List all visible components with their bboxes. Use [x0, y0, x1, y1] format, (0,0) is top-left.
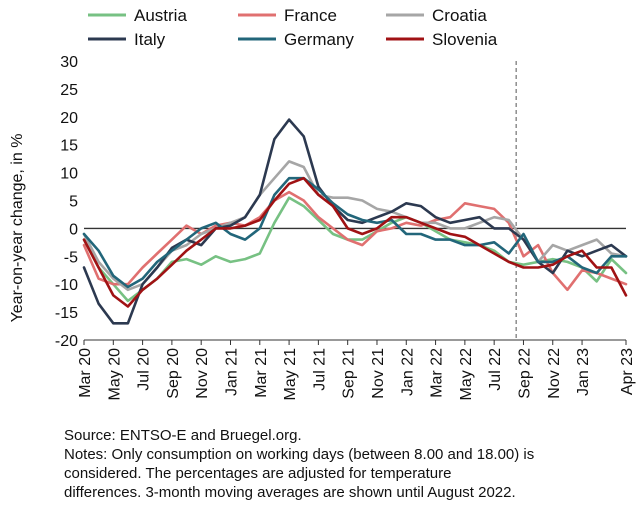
- series-line-italy: [82, 118, 628, 325]
- legend: Austria France Croatia Italy Germany Slovenia: [88, 6, 498, 49]
- x-tick-label: Jul 22: [487, 348, 504, 391]
- x-tick-label: Jul 20: [136, 348, 153, 391]
- x-tick-label: Sep 20: [165, 348, 182, 399]
- notes-line-1: Notes: Only consumption on working days …: [64, 446, 535, 463]
- series-line-slovenia: [82, 176, 628, 308]
- legend-label: Germany: [284, 30, 354, 49]
- legend-item-austria: Austria: [88, 6, 187, 25]
- legend-item-germany: Germany: [238, 30, 354, 49]
- y-tick-label: 10: [60, 166, 78, 183]
- y-axis-label: Year-on-year change, in %: [9, 134, 26, 323]
- notes-block: Source: ENTSO-E and Bruegel.org. Notes: …: [64, 426, 634, 502]
- x-tick-label: Jul 21: [311, 348, 328, 391]
- series-line-germany: [82, 176, 628, 289]
- series-line-austria: [82, 196, 628, 303]
- x-tick-label: Sep 21: [341, 348, 358, 399]
- legend-item-croatia: Croatia: [386, 6, 487, 25]
- x-tick-label: Mar 22: [429, 348, 446, 398]
- source-text: Source: ENTSO-E and Bruegel.org.: [64, 427, 302, 444]
- x-tick-label: Mar 21: [253, 348, 270, 398]
- x-tick-label: Sep 22: [516, 348, 533, 399]
- legend-label: Italy: [134, 30, 166, 49]
- legend-item-france: France: [238, 6, 337, 25]
- y-axis: -20 -15 -10 -5 0 5 10 15 20 25 30: [55, 54, 626, 350]
- notes-line-3: differences. 3-month moving averages are…: [64, 484, 516, 501]
- y-tick-label: 30: [60, 54, 78, 71]
- x-tick-label: May 20: [106, 348, 123, 401]
- x-tick-label: Jan 23: [575, 348, 592, 396]
- x-tick-label: Nov 21: [370, 348, 387, 399]
- y-tick-label: 0: [69, 221, 78, 238]
- legend-label: France: [284, 6, 337, 25]
- series-line-france: [82, 190, 628, 292]
- x-tick-label: Apr 23: [619, 348, 636, 395]
- x-axis: Mar 20 May 20 Jul 20 Sep 20 Nov 20 Jan 21 Mar …: [77, 61, 636, 400]
- x-tick-label: May 22: [458, 348, 475, 401]
- x-tick-label: May 21: [282, 348, 299, 401]
- x-tick-label: Jan 22: [399, 348, 416, 396]
- y-tick-label: 25: [60, 82, 78, 99]
- x-tick-label: Nov 22: [546, 348, 563, 399]
- legend-item-slovenia: Slovenia: [386, 30, 498, 49]
- y-tick-label: -5: [64, 249, 78, 266]
- x-tick-label: Mar 20: [77, 348, 94, 398]
- y-tick-label: -20: [55, 333, 78, 350]
- y-tick-label: -10: [55, 277, 78, 294]
- legend-label: Austria: [134, 6, 187, 25]
- legend-item-italy: Italy: [88, 30, 166, 49]
- y-tick-label: 15: [60, 138, 78, 155]
- y-tick-label: 20: [60, 110, 78, 127]
- y-tick-label: 5: [69, 194, 78, 211]
- notes-line-2: considered. The percentages are adjusted…: [64, 465, 452, 482]
- x-tick-label: Jan 21: [223, 348, 240, 396]
- x-tick-label: Nov 20: [194, 348, 211, 399]
- series-lines: [82, 118, 628, 325]
- legend-label: Slovenia: [432, 30, 498, 49]
- legend-label: Croatia: [432, 6, 487, 25]
- y-tick-label: -15: [55, 305, 78, 322]
